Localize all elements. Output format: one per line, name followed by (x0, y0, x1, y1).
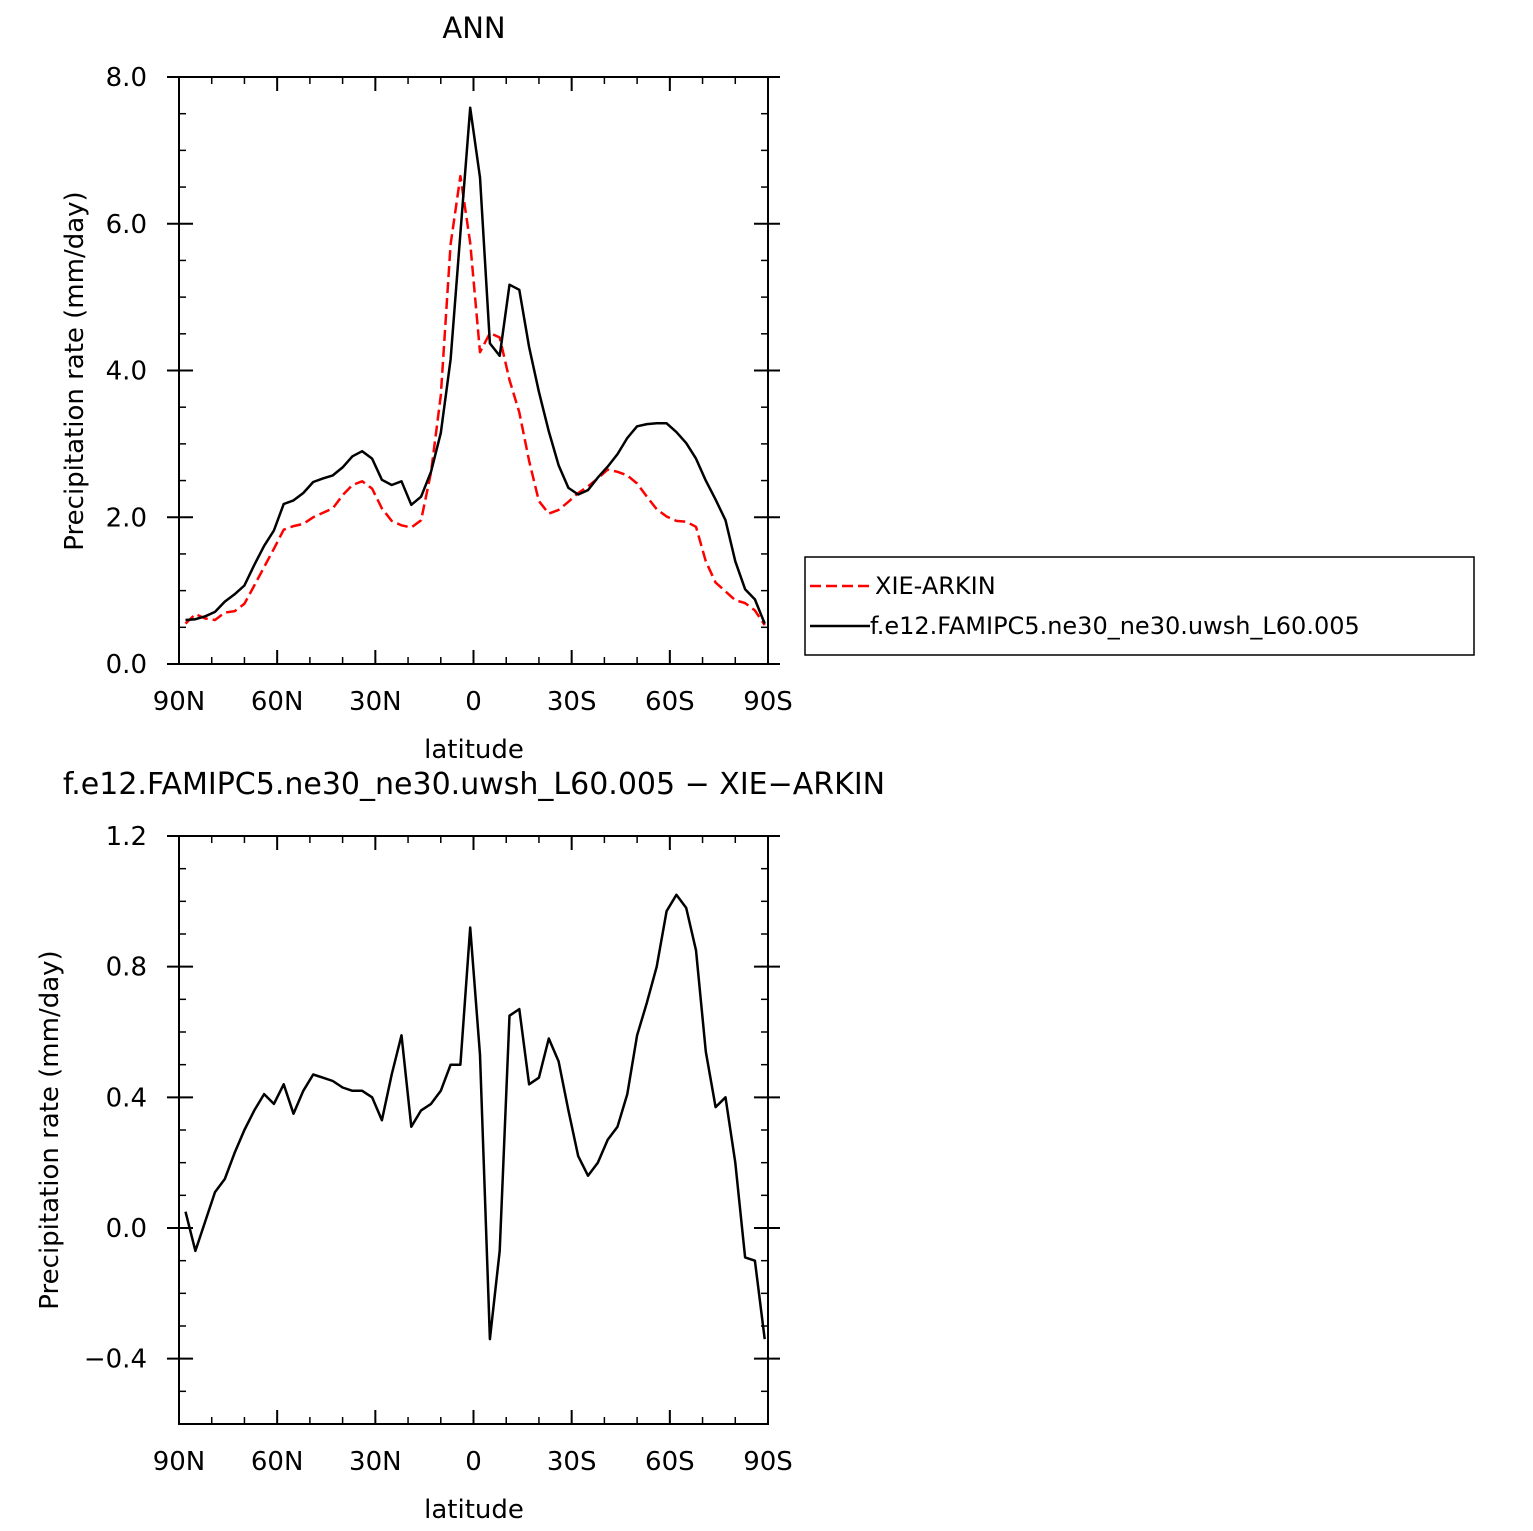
chart1-x-tick-label: 30N (349, 1447, 402, 1477)
legend-label-model: f.e12.FAMIPC5.ne30_ne30.uwsh_L60.005 (870, 612, 1360, 640)
chart1-x-tick-label: 90S (743, 1447, 793, 1477)
bottom-y-axis-label: Precipitation rate (mm/day) (35, 950, 65, 1309)
chart0-y-tick-label: 2.0 (106, 503, 147, 533)
chart0-y-tick-label: 6.0 (106, 210, 147, 240)
chart1-x-tick-label: 90N (153, 1447, 206, 1477)
bottom-plot-axes: 90N 60N 30N 0 30S 60S 90S −0.4 0.0 0.4 0.8 1.2 (84, 822, 793, 1477)
top-plot-series (184, 106, 766, 626)
legend-label-xie-arkin: XIE-ARKIN (875, 572, 996, 600)
chart0-x-tick-label: 0 (465, 687, 482, 717)
bottom-x-axis-label: latitude (424, 1495, 524, 1525)
top-y-axis-label: Precipitation rate (mm/day) (60, 191, 90, 550)
chart1-y-tick-label: 0.8 (106, 953, 147, 983)
chart1-y-tick-label: 1.2 (106, 822, 147, 852)
chart0-x-tick-label: 60S (645, 687, 695, 717)
bottom-chart-title: f.e12.FAMIPC5.ne30_ne30.uwsh_L60.005 − X… (63, 767, 885, 802)
chart0-x-tick-label: 30N (349, 687, 402, 717)
bottom-plot-series (184, 893, 766, 1341)
chart0-y-tick-label: 0.0 (106, 650, 147, 680)
chart1-x-tick-label: 60N (251, 1447, 304, 1477)
top-x-axis-label: latitude (424, 735, 524, 765)
panel-top-chart: ANN 90N 60N 30N 0 30S 60S 90S 0.0 2.0 4.0 6.0 8.0 l… (60, 11, 1475, 765)
chart0-x-tick-label: 30S (547, 687, 597, 717)
chart1-y-tick-label: 0.0 (106, 1214, 147, 1244)
legend-box (804, 556, 1475, 656)
chart0-plot-frame (178, 76, 769, 665)
chart0-x-tick-label: 60N (251, 687, 304, 717)
chart1-plot-frame (178, 835, 769, 1425)
chart0-y-tick-label: 4.0 (106, 357, 147, 387)
top-chart-title: ANN (442, 11, 505, 45)
chart1-x-tick-label: 0 (465, 1447, 482, 1477)
chart0-y-tick-label: 8.0 (106, 63, 147, 93)
chart0-x-tick-label: 90S (743, 687, 793, 717)
legend: XIE-ARKIN f.e12.FAMIPC5.ne30_ne30.uwsh_L… (804, 556, 1475, 656)
chart1-y-tick-label: 0.4 (106, 1083, 147, 1113)
chart0-series-xie-arkin-line (184, 174, 766, 626)
chart1-x-tick-label: 60S (645, 1447, 695, 1477)
chart0-x-tick-label: 90N (153, 687, 206, 717)
chart1-y-tick-label: −0.4 (84, 1345, 147, 1375)
chart0-series-f-e12-famipc5-ne30-ne30-uwsh-l60-005-line (185, 106, 766, 625)
chart1-series-difference-line (184, 893, 766, 1341)
panel-bottom-chart: f.e12.FAMIPC5.ne30_ne30.uwsh_L60.005 − X… (35, 767, 885, 1525)
chart1-x-tick-label: 30S (547, 1447, 597, 1477)
top-plot-axes: 90N 60N 30N 0 30S 60S 90S 0.0 2.0 4.0 6.0 8.0 (106, 63, 793, 717)
